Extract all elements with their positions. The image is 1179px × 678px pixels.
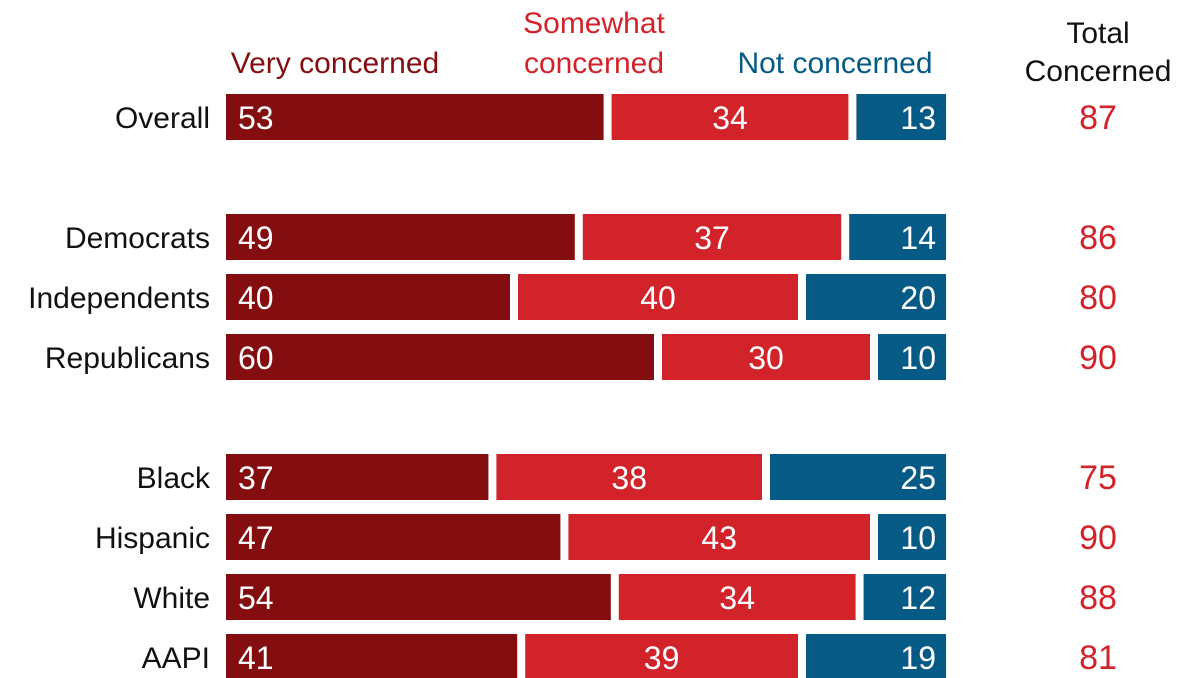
- row-label-white: White: [133, 582, 210, 615]
- value-label-republicans-very-concerned: 60: [238, 340, 274, 376]
- bar-independents-very-concerned: [226, 274, 510, 320]
- legend-somewhat-concerned-line2: concerned: [524, 47, 664, 80]
- total-concerned-aapi: 81: [1079, 639, 1117, 677]
- value-label-hispanic-somewhat-concerned: 43: [701, 520, 737, 556]
- value-label-aapi-not-concerned: 19: [900, 640, 936, 676]
- total-concerned-header-line2: Concerned: [1025, 55, 1172, 88]
- legend-somewhat-concerned-line1: Somewhat: [523, 7, 665, 40]
- bar-democrats-not-concerned: [849, 214, 946, 260]
- bar-independents-not-concerned: [806, 274, 946, 320]
- value-label-independents-very-concerned: 40: [238, 280, 274, 316]
- value-label-aapi-very-concerned: 41: [238, 640, 274, 676]
- bar-aapi-not-concerned: [806, 634, 946, 678]
- row-democrats: Democrats 49 37 14 86: [65, 214, 1117, 260]
- legend-very-concerned: Very concerned: [231, 47, 439, 80]
- bar-white-somewhat-concerned: [618, 574, 856, 620]
- value-label-white-somewhat-concerned: 34: [719, 580, 755, 616]
- value-label-independents-somewhat-concerned: 40: [640, 280, 676, 316]
- value-label-overall-somewhat-concerned: 34: [712, 100, 748, 136]
- total-concerned-republicans: 90: [1079, 339, 1117, 377]
- bar-hispanic-very-concerned: [226, 514, 561, 560]
- value-label-black-very-concerned: 37: [238, 460, 274, 496]
- legend-not-concerned: Not concerned: [737, 47, 932, 80]
- value-label-democrats-somewhat-concerned: 37: [694, 220, 730, 256]
- bar-white-very-concerned: [226, 574, 611, 620]
- row-white: White 54 34 12 88: [133, 574, 1117, 620]
- value-label-overall-very-concerned: 53: [238, 100, 274, 136]
- bar-white-not-concerned: [863, 574, 946, 620]
- bar-aapi-somewhat-concerned: [525, 634, 798, 678]
- value-label-republicans-not-concerned: 10: [900, 340, 936, 376]
- row-republicans: Republicans 60 30 10 90: [45, 334, 1117, 380]
- bar-overall-not-concerned: [856, 94, 946, 140]
- row-label-hispanic: Hispanic: [95, 522, 210, 555]
- bar-democrats-somewhat-concerned: [582, 214, 842, 260]
- bar-hispanic-not-concerned: [878, 514, 946, 560]
- row-independents: Independents 40 40 20 80: [28, 274, 1117, 320]
- bar-republicans-not-concerned: [878, 334, 946, 380]
- value-label-independents-not-concerned: 20: [900, 280, 936, 316]
- value-label-hispanic-very-concerned: 47: [238, 520, 274, 556]
- bar-republicans-very-concerned: [226, 334, 654, 380]
- total-concerned-hispanic: 90: [1079, 519, 1117, 557]
- row-label-independents: Independents: [28, 282, 210, 315]
- bar-black-not-concerned: [770, 454, 946, 500]
- row-aapi: AAPI 41 39 19 81: [142, 634, 1117, 678]
- value-label-republicans-somewhat-concerned: 30: [748, 340, 784, 376]
- total-concerned-white: 88: [1079, 579, 1117, 617]
- bar-black-somewhat-concerned: [496, 454, 762, 500]
- row-label-overall: Overall: [115, 102, 210, 135]
- value-label-black-not-concerned: 25: [900, 460, 936, 496]
- row-label-republicans: Republicans: [45, 342, 210, 375]
- bar-overall-somewhat-concerned: [611, 94, 849, 140]
- value-label-aapi-somewhat-concerned: 39: [644, 640, 680, 676]
- bar-hispanic-somewhat-concerned: [568, 514, 870, 560]
- legend: Very concerned Somewhat concerned Not co…: [231, 7, 1172, 88]
- bar-republicans-somewhat-concerned: [662, 334, 870, 380]
- total-concerned-black: 75: [1079, 459, 1117, 497]
- row-label-black: Black: [137, 462, 211, 495]
- row-label-aapi: AAPI: [142, 642, 210, 675]
- row-overall: Overall 53 34 13 87: [115, 94, 1117, 140]
- total-concerned-democrats: 86: [1079, 219, 1117, 257]
- value-label-overall-not-concerned: 13: [900, 100, 936, 136]
- value-label-white-very-concerned: 54: [238, 580, 274, 616]
- bar-aapi-very-concerned: [226, 634, 518, 678]
- total-concerned-independents: 80: [1079, 279, 1117, 317]
- chart-rows: Overall 53 34 13 87 Democrats 49 37 14 86 Independ…: [28, 94, 1117, 678]
- total-concerned-overall: 87: [1079, 99, 1117, 137]
- row-hispanic: Hispanic 47 43 10 90: [95, 514, 1117, 560]
- value-label-democrats-very-concerned: 49: [238, 220, 274, 256]
- row-label-democrats: Democrats: [65, 222, 210, 255]
- value-label-hispanic-not-concerned: 10: [900, 520, 936, 556]
- value-label-black-somewhat-concerned: 38: [611, 460, 647, 496]
- row-black: Black 37 38 25 75: [137, 454, 1117, 500]
- bar-black-very-concerned: [226, 454, 489, 500]
- value-label-white-not-concerned: 12: [900, 580, 936, 616]
- bar-democrats-very-concerned: [226, 214, 575, 260]
- value-label-democrats-not-concerned: 14: [900, 220, 936, 256]
- total-concerned-header-line1: Total: [1066, 17, 1129, 50]
- bar-overall-very-concerned: [226, 94, 604, 140]
- bar-independents-somewhat-concerned: [518, 274, 798, 320]
